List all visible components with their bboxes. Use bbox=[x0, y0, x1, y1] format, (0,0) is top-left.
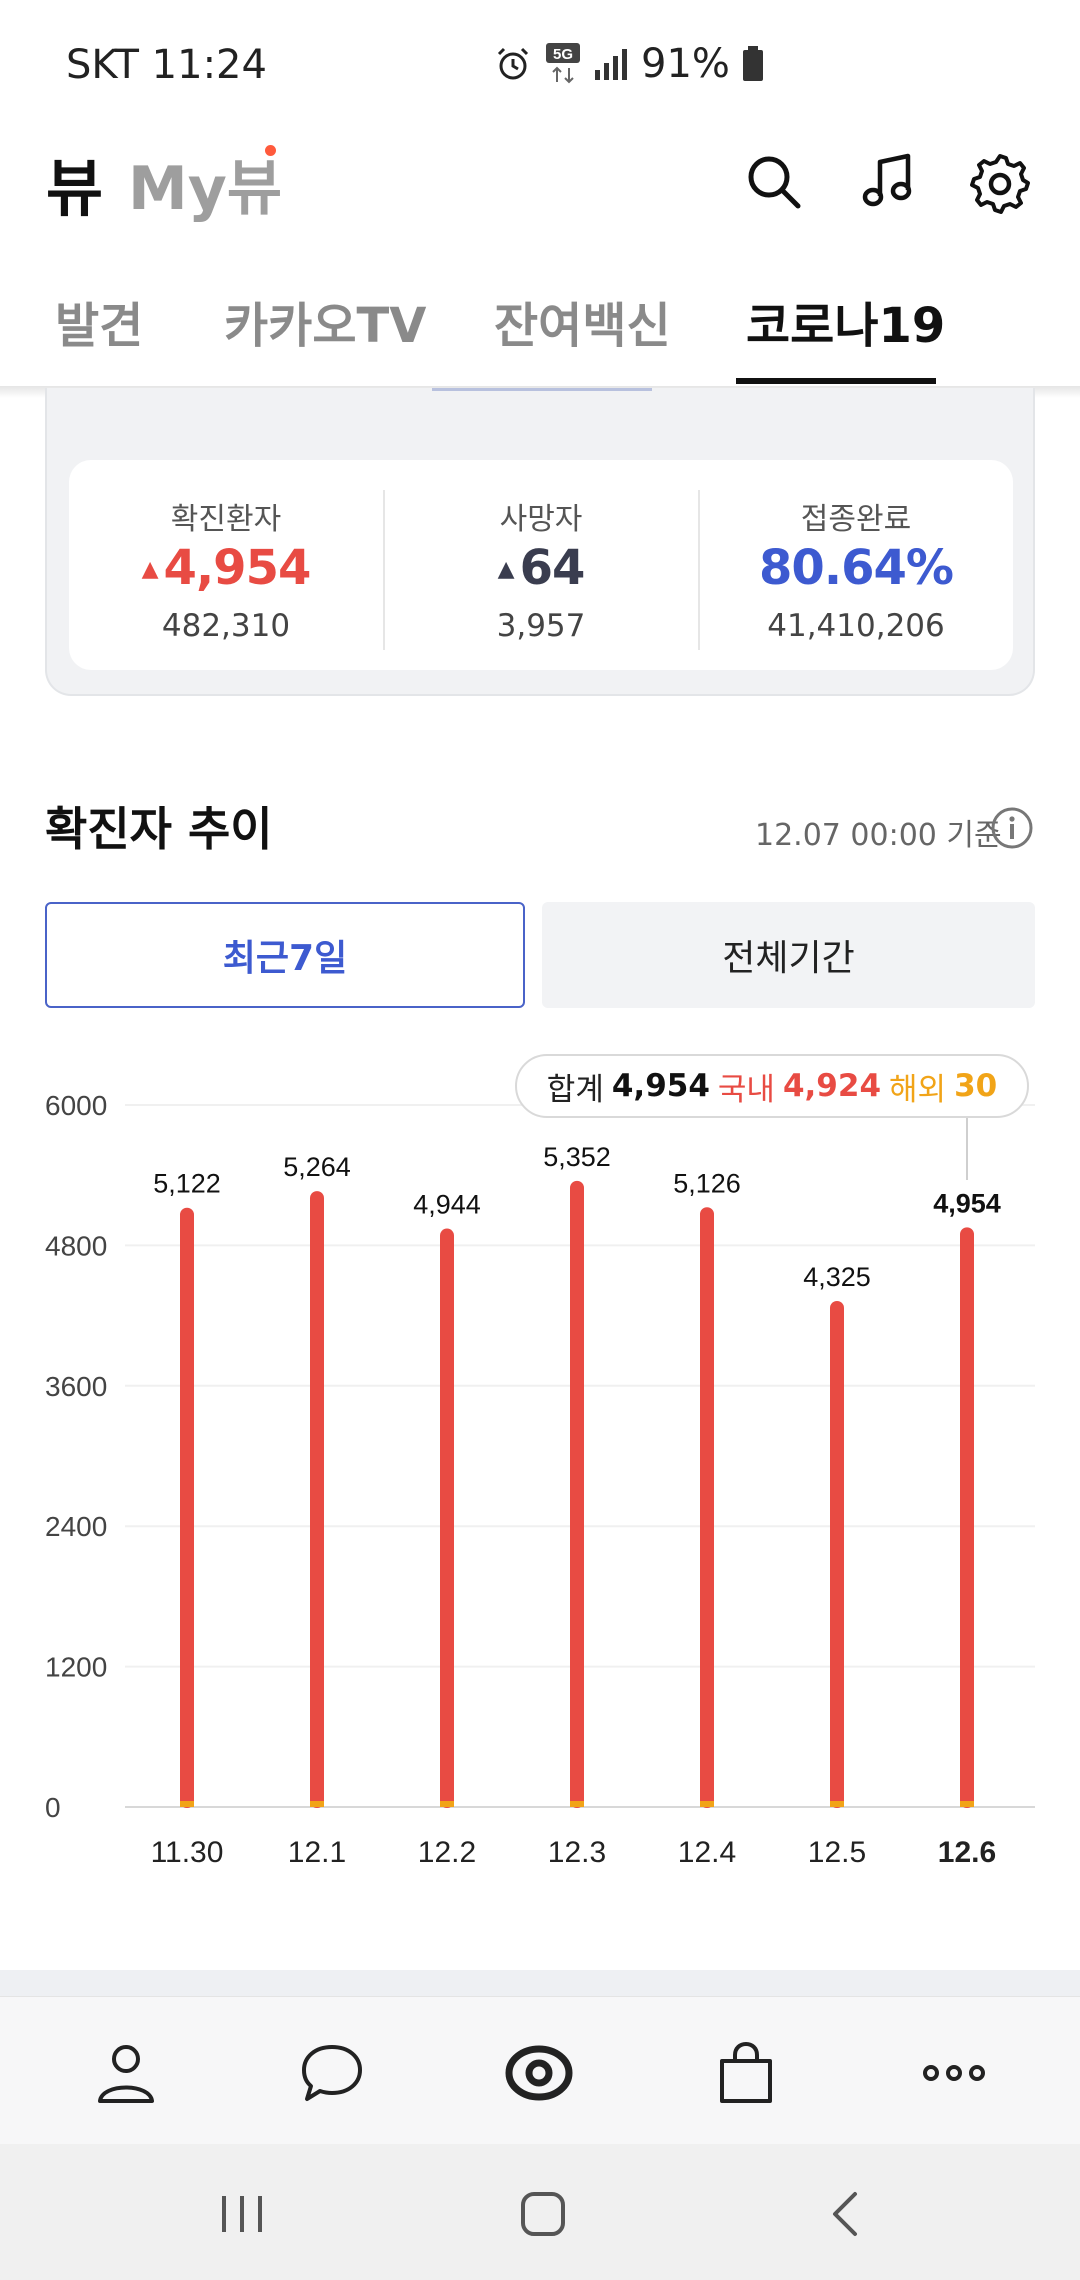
up-arrow-icon: ▲ bbox=[497, 557, 515, 582]
system-navigation-bar bbox=[0, 2144, 1080, 2280]
y-tick-label: 2400 bbox=[45, 1511, 107, 1542]
tab-discover[interactable]: 발견 bbox=[55, 298, 144, 354]
view-eye-icon[interactable] bbox=[503, 2037, 575, 2109]
y-tick-label: 1200 bbox=[45, 1652, 107, 1683]
tab-covid19[interactable]: 코로나19 bbox=[746, 298, 946, 354]
stat-confirmed: 확진환자 ▲ 4,954 482,310 bbox=[69, 460, 383, 670]
stat-confirmed-total: 482,310 bbox=[161, 608, 291, 644]
search-icon[interactable] bbox=[742, 150, 806, 214]
bar-value-label: 4,944 bbox=[413, 1190, 481, 1220]
stat-deaths-change: ▲ 64 bbox=[384, 540, 698, 596]
tooltip-total-label: 합계 bbox=[546, 1071, 604, 1108]
tooltip-domestic-label: 국내 bbox=[717, 1071, 775, 1108]
bar-value-label: 5,352 bbox=[543, 1142, 611, 1172]
tab-kakao-tv[interactable]: 카카오TV bbox=[224, 298, 427, 354]
new-dot-badge bbox=[265, 145, 276, 156]
more-dots-icon[interactable] bbox=[918, 2037, 990, 2109]
friends-person-icon[interactable] bbox=[90, 2037, 162, 2109]
stat-deaths: 사망자 ▲ 64 3,957 bbox=[384, 460, 698, 670]
bar-value-label: 5,126 bbox=[673, 1168, 741, 1198]
stat-vaccinated-rate: 80.64% bbox=[759, 540, 954, 596]
category-tabs: 발견 카카오TV 잔여백신 코로나19 bbox=[0, 270, 1080, 388]
bottom-nav bbox=[0, 1996, 1080, 2144]
stat-vaccinated-label: 접종완료 bbox=[800, 502, 912, 537]
recent-apps-icon[interactable] bbox=[210, 2182, 274, 2246]
y-tick-label: 6000 bbox=[45, 1090, 107, 1121]
trend-section-title: 확진자 추이 bbox=[45, 802, 273, 856]
alarm-icon bbox=[497, 47, 529, 80]
covid-stats-panel: 확진환자 ▲ 4,954 482,310 사망자 ▲ 64 3,957 접종완료 8… bbox=[45, 388, 1035, 696]
bar-value-label: 5,264 bbox=[283, 1152, 351, 1182]
network-icon: 5G bbox=[546, 43, 580, 84]
bar-value-label: 4,954 bbox=[933, 1188, 1001, 1218]
battery-icon bbox=[742, 46, 763, 81]
x-tick-label: 12.3 bbox=[548, 1836, 606, 1869]
settings-gear-icon[interactable] bbox=[968, 150, 1032, 214]
scroll-indicator bbox=[432, 388, 652, 391]
bar-value-label: 4,325 bbox=[803, 1262, 871, 1292]
x-tick-label: 12.6 bbox=[938, 1836, 996, 1869]
y-tick-label: 3600 bbox=[45, 1371, 107, 1402]
info-icon[interactable] bbox=[990, 806, 1034, 850]
x-tick-label: 12.1 bbox=[288, 1836, 346, 1869]
stats-card: 확진환자 ▲ 4,954 482,310 사망자 ▲ 64 3,957 접종완료 8… bbox=[69, 460, 1013, 670]
divider bbox=[698, 490, 700, 650]
up-arrow-icon: ▲ bbox=[141, 557, 159, 582]
stat-confirmed-label: 확진환자 bbox=[170, 502, 282, 537]
x-tick-label: 12.5 bbox=[808, 1836, 866, 1869]
stat-confirmed-value: 4,954 bbox=[163, 540, 312, 596]
recent-7-days-button[interactable]: 최근7일 bbox=[45, 902, 525, 1008]
chat-bubble-icon[interactable] bbox=[296, 2037, 368, 2109]
y-tick-label: 0 bbox=[45, 1792, 61, 1823]
stat-deaths-label: 사망자 bbox=[499, 502, 583, 537]
app-header: 뷰 My뷰 bbox=[0, 130, 1080, 250]
status-icons: 5G 91% bbox=[493, 40, 764, 88]
back-icon[interactable] bbox=[815, 2182, 879, 2246]
section-separator bbox=[0, 1970, 1080, 1996]
battery-percent: 91% bbox=[641, 41, 730, 87]
all-period-button[interactable]: 전체기간 bbox=[542, 902, 1035, 1008]
chart-tooltip: 합계 4,954 국내 4,924 해외 30 bbox=[515, 1054, 1029, 1118]
active-tab-indicator bbox=[736, 378, 936, 384]
stat-vaccinated-total: 41,410,206 bbox=[767, 608, 945, 644]
bar-value-label: 5,122 bbox=[153, 1169, 221, 1199]
home-icon[interactable] bbox=[511, 2182, 575, 2246]
x-tick-label: 11.30 bbox=[151, 1836, 224, 1869]
tab-remaining-vaccine[interactable]: 잔여백신 bbox=[494, 298, 671, 354]
confirmed-trend-chart: 0 1200 2400 3600 4800 6000 5,122 11.30 5,264 12.1… bbox=[45, 1090, 1035, 1869]
stat-confirmed-change: ▲ 4,954 bbox=[69, 540, 383, 596]
my-view-link[interactable]: My뷰 bbox=[128, 154, 283, 224]
tooltip-domestic: 4,924 bbox=[782, 1068, 882, 1104]
music-icon[interactable] bbox=[856, 150, 920, 214]
y-tick-label: 4800 bbox=[45, 1230, 107, 1261]
divider bbox=[383, 490, 385, 650]
shopping-bag-icon[interactable] bbox=[710, 2037, 782, 2109]
carrier-time: SKT 11:24 bbox=[66, 42, 267, 88]
tooltip-overseas: 30 bbox=[954, 1068, 998, 1104]
trend-timestamp: 12.07 00:00 기준 bbox=[755, 818, 1002, 853]
x-tick-label: 12.2 bbox=[418, 1836, 476, 1869]
stat-deaths-total: 3,957 bbox=[496, 608, 586, 644]
svg-text:5G: 5G bbox=[553, 46, 573, 63]
stat-vaccinated: 접종완료 80.64% 41,410,206 bbox=[699, 460, 1013, 670]
tooltip-total: 4,954 bbox=[611, 1068, 710, 1104]
status-bar: SKT 11:24 5G 91% bbox=[0, 0, 1080, 130]
view-logo[interactable]: 뷰 bbox=[46, 152, 104, 225]
tooltip-overseas-label: 해외 bbox=[889, 1071, 947, 1108]
signal-icon bbox=[595, 49, 627, 80]
stat-deaths-value: 64 bbox=[519, 540, 586, 596]
x-tick-label: 12.4 bbox=[678, 1836, 736, 1869]
